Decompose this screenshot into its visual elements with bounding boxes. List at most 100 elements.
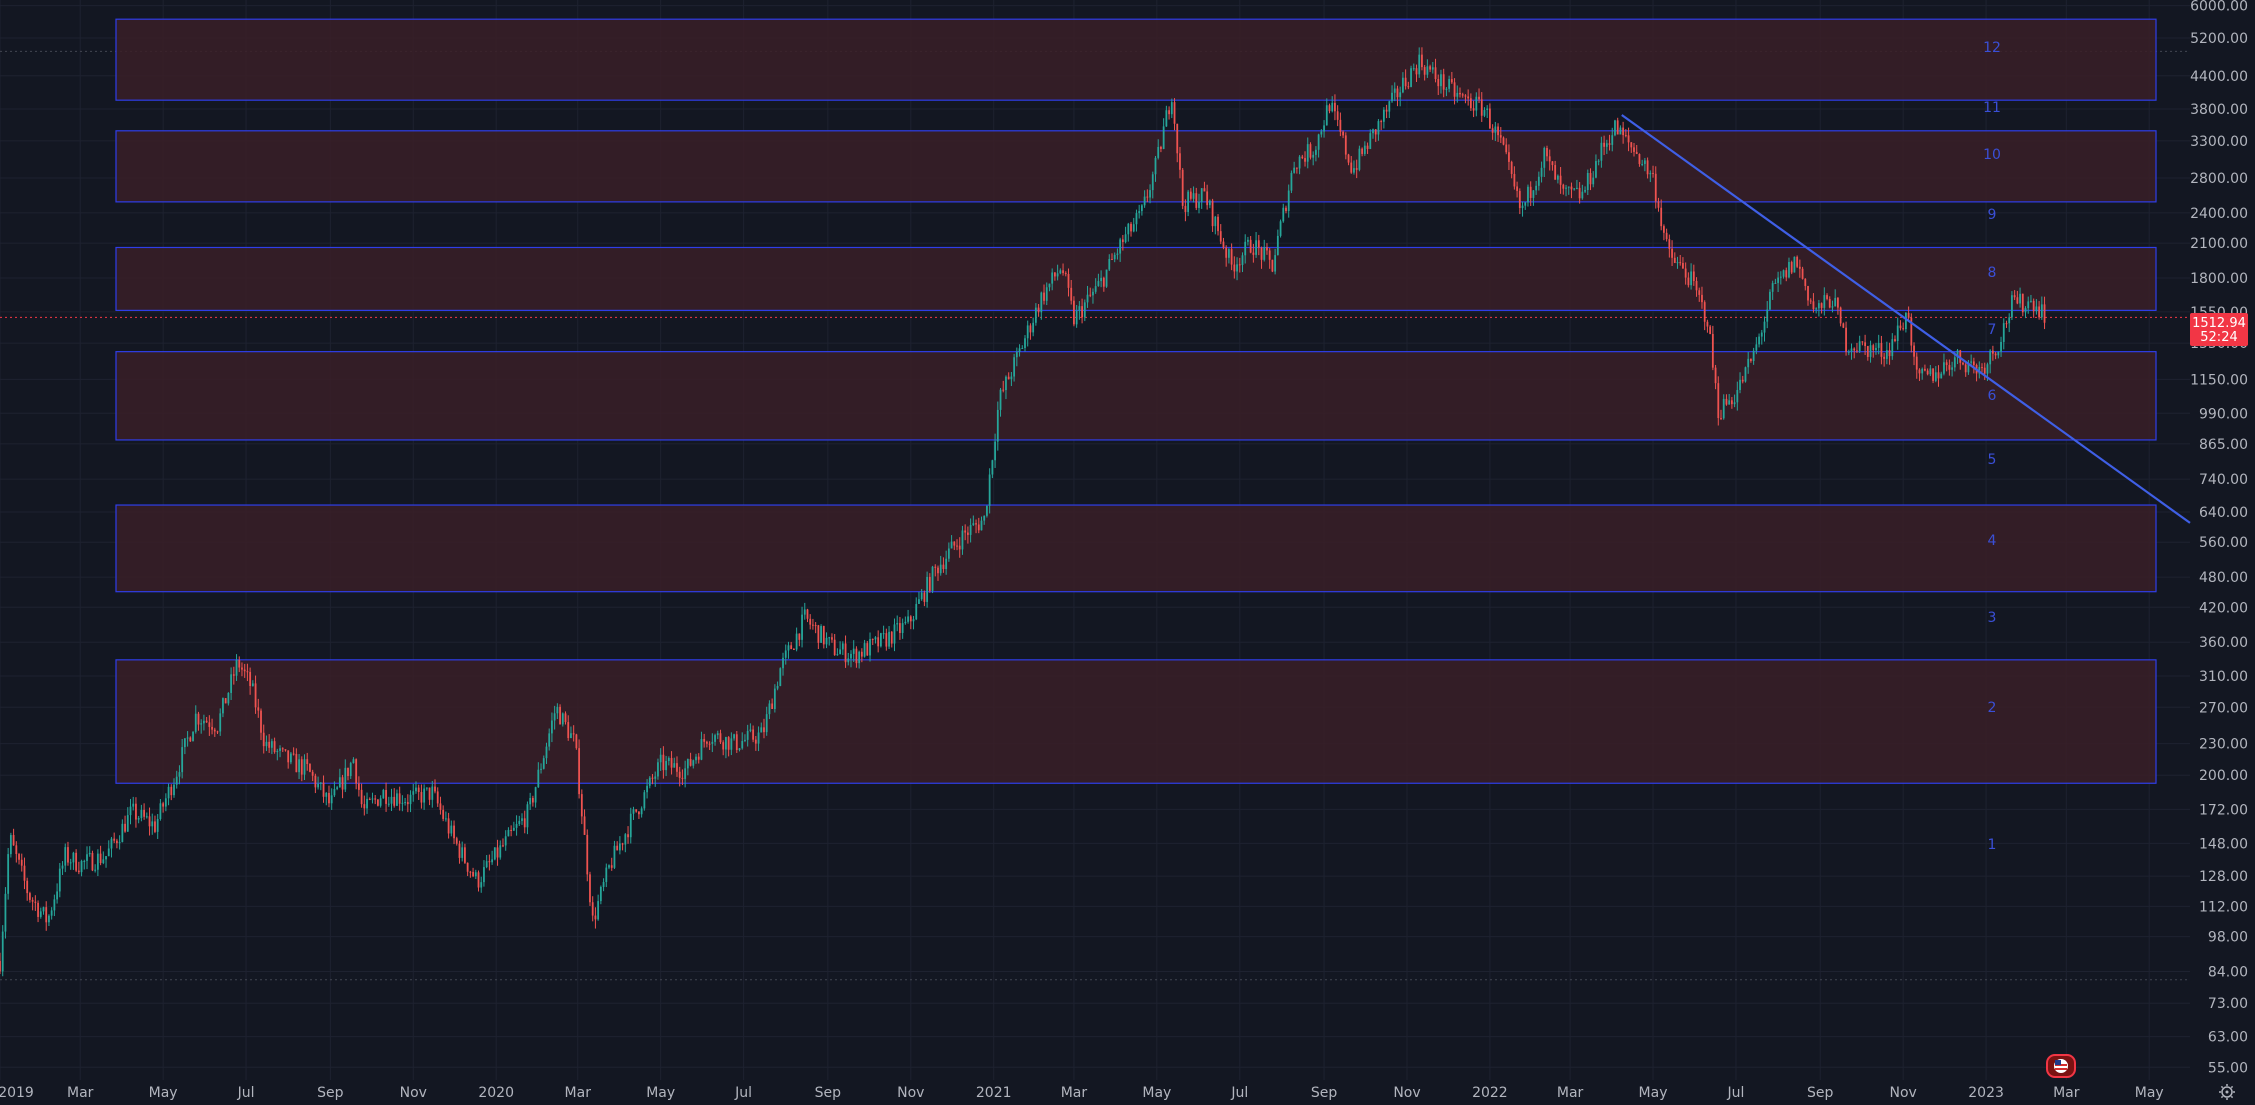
price-axis[interactable]: 6000.00 5200.00 4400.00 3800.00 3300.00 2800.… xyxy=(2190,0,2248,1076)
candle-body xyxy=(741,740,744,749)
candle-body xyxy=(746,730,749,740)
candle-body xyxy=(551,720,553,734)
candle-body xyxy=(1078,306,1081,311)
y-tick-label: 1150.00 xyxy=(2190,372,2248,388)
candle-body xyxy=(159,803,162,820)
candle-body xyxy=(537,769,540,788)
candle-body xyxy=(1396,88,1399,98)
y-tick-label: 740.00 xyxy=(2199,472,2248,488)
candle-body xyxy=(752,729,755,740)
candle-body xyxy=(773,688,776,709)
candle-body xyxy=(1904,312,1907,330)
candle-body xyxy=(1638,154,1641,164)
candle-body xyxy=(1021,348,1024,350)
candle-body xyxy=(1864,342,1867,347)
candle-body xyxy=(113,838,116,841)
trendline[interactable] xyxy=(1621,114,2191,524)
candle-body xyxy=(1391,92,1393,102)
candle-body xyxy=(1195,193,1198,208)
zone-box[interactable] xyxy=(115,659,2157,784)
zone-label: 9 xyxy=(1988,207,1997,223)
candle-body xyxy=(1151,174,1154,191)
candle-body xyxy=(787,645,790,651)
time-axis[interactable]: 2019 Mar May Jul Sep Nov 2020 Mar May Jul Sep Nov 20… xyxy=(0,1085,2164,1101)
zone-box[interactable] xyxy=(115,18,2157,101)
candle-body xyxy=(303,759,306,775)
candle-body xyxy=(1173,102,1176,124)
candle-body xyxy=(1562,184,1565,189)
candle-body xyxy=(1320,131,1323,135)
candle-body xyxy=(1630,142,1633,148)
candle-body xyxy=(632,809,635,814)
candle-body xyxy=(1358,148,1361,170)
candle-body xyxy=(1807,286,1809,301)
candle-body xyxy=(1611,135,1614,145)
candle-body xyxy=(1728,400,1731,405)
candle-body xyxy=(605,867,608,883)
candle-body xyxy=(531,797,534,803)
us-flag-icon[interactable] xyxy=(2046,1054,2076,1078)
candle-body xyxy=(792,648,795,650)
candle-body xyxy=(1491,128,1494,133)
candlestick-series xyxy=(0,47,2046,977)
candle-body xyxy=(689,759,692,766)
candle-body xyxy=(850,653,852,659)
candle-body xyxy=(1282,207,1285,222)
candle-body xyxy=(1121,239,1124,243)
candle-body xyxy=(1421,54,1423,68)
candle-body xyxy=(618,843,621,851)
candle-body xyxy=(1317,134,1320,150)
candle-body xyxy=(836,654,839,656)
candle-body xyxy=(75,852,78,871)
trendline-layer[interactable] xyxy=(1621,114,2191,524)
candle-body xyxy=(822,626,825,645)
candle-body xyxy=(937,567,939,574)
candle-body xyxy=(1494,126,1497,133)
candle-body xyxy=(858,651,861,664)
zone-label: 4 xyxy=(1988,533,1997,549)
candle-body xyxy=(23,865,26,881)
candle-body xyxy=(548,733,551,747)
candle-body xyxy=(1809,300,1812,302)
candle-body xyxy=(1687,277,1690,286)
candle-body xyxy=(556,706,559,714)
candle-body xyxy=(1192,193,1195,199)
zone-box[interactable] xyxy=(115,504,2157,593)
candle-body xyxy=(1162,126,1165,149)
candle-body xyxy=(512,827,515,831)
x-tick-label: Jul xyxy=(734,1085,752,1101)
x-tick-label: Jul xyxy=(1230,1085,1248,1101)
candle-body xyxy=(205,720,208,723)
resistance-zones[interactable] xyxy=(115,18,2157,784)
zone-box[interactable] xyxy=(115,351,2157,441)
gear-icon[interactable] xyxy=(2219,1084,2235,1100)
candle-body xyxy=(1160,146,1162,149)
candle-body xyxy=(879,633,882,647)
candle-body xyxy=(616,845,619,851)
x-tick-label: Nov xyxy=(897,1085,924,1101)
candle-body xyxy=(760,727,763,733)
candle-body xyxy=(665,760,668,771)
candle-body xyxy=(1760,332,1763,337)
candle-body xyxy=(1048,283,1051,288)
zone-box[interactable] xyxy=(115,246,2157,311)
candle-body xyxy=(915,603,918,620)
candle-body xyxy=(602,882,605,887)
candle-body xyxy=(1972,361,1975,365)
candle-body xyxy=(1361,148,1364,154)
candle-body xyxy=(167,786,170,799)
candle-body xyxy=(1010,376,1013,380)
candle-body xyxy=(1524,202,1527,206)
candle-body xyxy=(420,791,423,803)
y-tick-label: 200.00 xyxy=(2199,768,2248,784)
candle-body xyxy=(262,732,265,747)
candle-body xyxy=(1665,232,1668,240)
candle-body xyxy=(624,834,627,845)
candle-body xyxy=(281,748,284,750)
zone-box[interactable] xyxy=(115,130,2157,203)
candle-body xyxy=(676,763,678,772)
candle-body xyxy=(1418,54,1421,75)
candle-body xyxy=(31,899,34,902)
candle-body xyxy=(1442,74,1445,90)
